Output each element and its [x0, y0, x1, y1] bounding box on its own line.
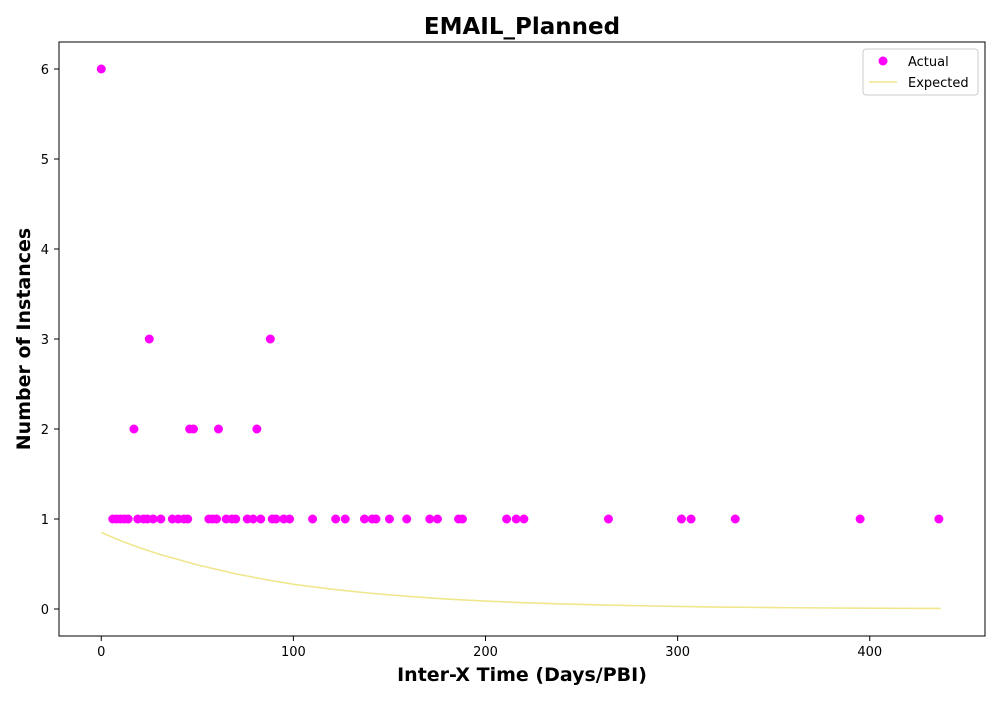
- actual-point: [129, 425, 138, 434]
- actual-point: [183, 515, 192, 524]
- actual-point: [677, 515, 686, 524]
- actual-point: [371, 515, 380, 524]
- y-tick-label: 2: [41, 423, 49, 438]
- actual-point: [604, 515, 613, 524]
- actual-point: [145, 335, 154, 344]
- actual-point: [252, 425, 261, 434]
- x-axis-label: Inter-X Time (Days/PBI): [397, 664, 647, 686]
- x-tick-label: 200: [473, 645, 498, 660]
- actual-point: [266, 335, 275, 344]
- actual-point: [512, 515, 521, 524]
- legend: Actual Expected: [863, 49, 978, 95]
- actual-point: [272, 515, 281, 524]
- plot-area: 0 100 200 300 400 0 1 2 3 4 5 6: [41, 42, 985, 660]
- actual-point: [519, 515, 528, 524]
- actual-point: [856, 515, 865, 524]
- expected-line: [101, 533, 941, 609]
- actual-point: [149, 515, 158, 524]
- actual-point: [934, 515, 943, 524]
- y-tick-label: 6: [41, 63, 49, 78]
- actual-point: [402, 515, 411, 524]
- y-tick-label: 3: [41, 333, 49, 348]
- actual-point: [385, 515, 394, 524]
- legend-label: Expected: [908, 76, 969, 91]
- actual-point: [256, 515, 265, 524]
- actual-point: [212, 515, 221, 524]
- actual-point: [360, 515, 369, 524]
- y-tick-label: 1: [41, 513, 49, 528]
- y-tick-label: 4: [41, 243, 49, 258]
- y-tick-label: 5: [41, 153, 49, 168]
- x-tick-label: 400: [857, 645, 882, 660]
- y-tick-label: 0: [41, 603, 49, 618]
- x-tick-label: 0: [97, 645, 105, 660]
- actual-point: [425, 515, 434, 524]
- x-tick-label: 300: [665, 645, 690, 660]
- actual-point: [331, 515, 340, 524]
- x-tick-label: 100: [281, 645, 306, 660]
- actual-point: [249, 515, 258, 524]
- chart-title: EMAIL_Planned: [424, 14, 620, 40]
- actual-point: [124, 515, 133, 524]
- actual-point: [231, 515, 240, 524]
- y-axis-label: Number of Instances: [13, 228, 35, 450]
- actual-point: [189, 425, 198, 434]
- legend-marker-actual: [879, 57, 888, 66]
- legend-label: Actual: [908, 55, 949, 70]
- actual-point: [341, 515, 350, 524]
- actual-point: [433, 515, 442, 524]
- actual-point: [214, 425, 223, 434]
- actual-point: [97, 65, 106, 74]
- actual-point: [458, 515, 467, 524]
- actual-point: [687, 515, 696, 524]
- actual-point: [731, 515, 740, 524]
- actual-point: [502, 515, 511, 524]
- actual-point: [156, 515, 165, 524]
- plot-frame: [59, 42, 985, 636]
- actual-point: [308, 515, 317, 524]
- actual-point: [285, 515, 294, 524]
